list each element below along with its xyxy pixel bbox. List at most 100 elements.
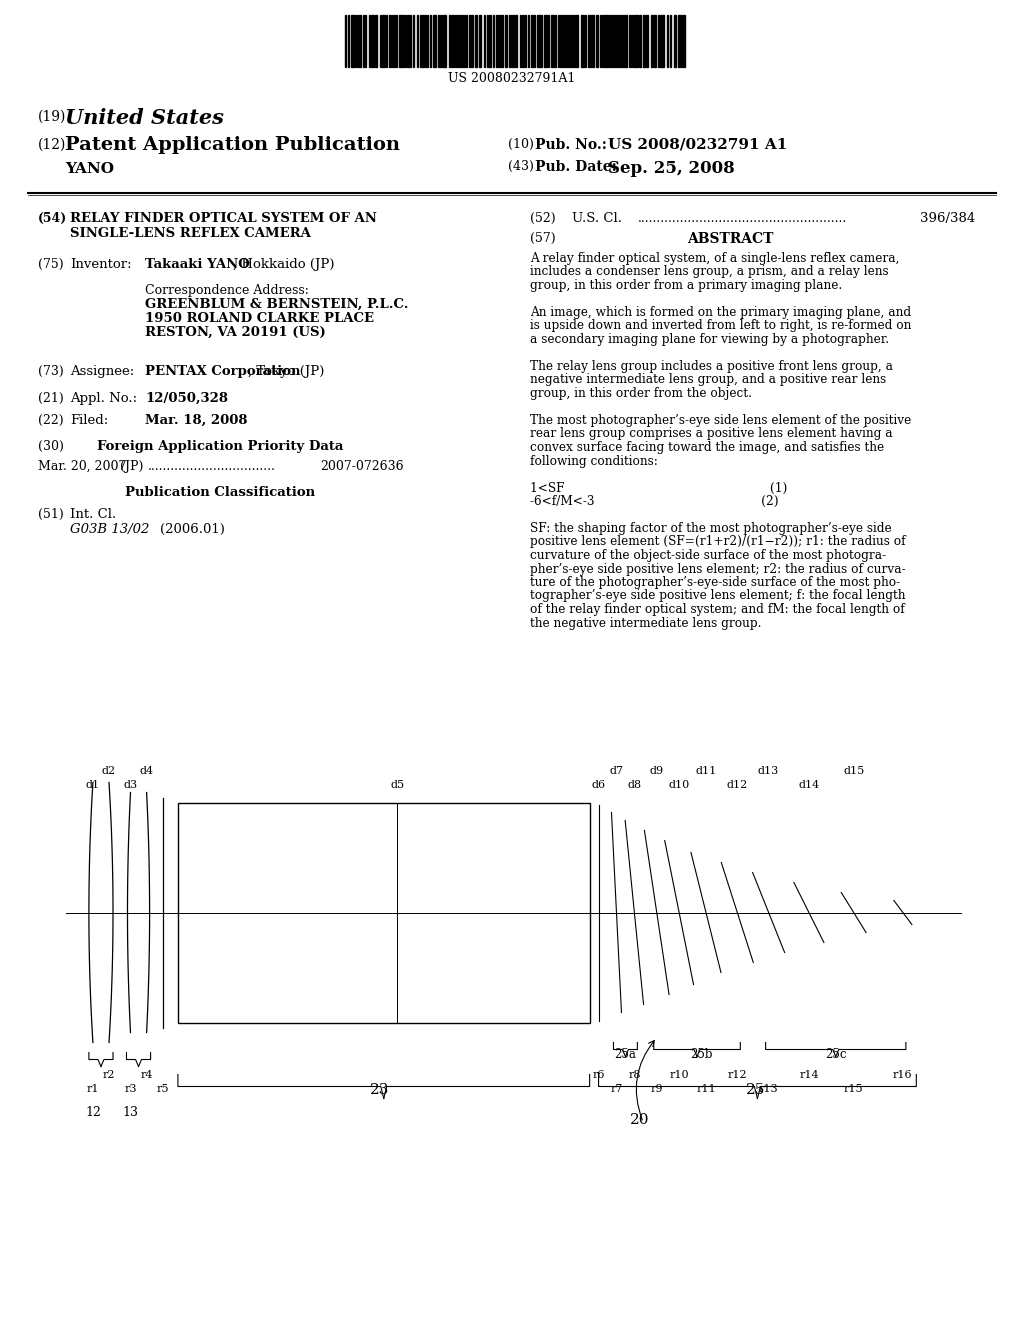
Bar [469,15,471,67]
Text: (51): (51) [38,508,63,521]
Text: r15: r15 [844,1085,863,1094]
Text: (30): (30) [38,440,63,453]
Text: 1<SF                                                     (1): 1<SF (1) [530,482,787,495]
Bar [375,15,377,67]
Text: ......................................................: ........................................… [638,213,847,224]
Bar [359,15,360,67]
Text: convex surface facing toward the image, and satisfies the: convex surface facing toward the image, … [530,441,884,454]
Text: 25: 25 [745,1082,765,1097]
Text: r14: r14 [799,1071,819,1081]
Text: RELAY FINDER OPTICAL SYSTEM OF AN: RELAY FINDER OPTICAL SYSTEM OF AN [70,213,377,224]
Text: the negative intermediate lens group.: the negative intermediate lens group. [530,616,762,630]
Text: 20: 20 [630,1113,649,1126]
Text: pher’s-eye side positive lens element; r2: the radius of curva-: pher’s-eye side positive lens element; r… [530,562,905,576]
Bar [617,15,620,67]
Bar [562,15,564,67]
Bar [654,15,656,67]
Text: PENTAX Corporation: PENTAX Corporation [145,366,300,378]
Text: d7: d7 [609,767,624,776]
Text: 396/384: 396/384 [920,213,975,224]
Bar [442,15,445,67]
Text: RESTON, VA 20191 (US): RESTON, VA 20191 (US) [145,326,326,339]
Text: following conditions:: following conditions: [530,454,657,467]
Bar [674,15,676,67]
Text: d10: d10 [669,780,690,791]
Text: d5: d5 [390,780,404,791]
Bar [577,15,579,67]
Text: SINGLE-LENS REFLEX CAMERA: SINGLE-LENS REFLEX CAMERA [70,227,311,240]
Text: (10): (10) [508,139,534,150]
Text: GREENBLUM & BERNSTEIN, P.L.C.: GREENBLUM & BERNSTEIN, P.L.C. [145,298,409,312]
Text: 25c: 25c [825,1048,847,1060]
Text: A relay finder optical system, of a single-lens reflex camera,: A relay finder optical system, of a sing… [530,252,899,265]
Text: rear lens group comprises a positive lens element having a: rear lens group comprises a positive len… [530,428,893,441]
Bar [407,15,409,67]
Text: d3: d3 [124,780,137,791]
Text: Int. Cl.: Int. Cl. [70,508,117,521]
Text: d6: d6 [592,780,605,791]
Text: Foreign Application Priority Data: Foreign Application Priority Data [97,440,343,453]
Text: curvature of the object-side surface of the most photogra-: curvature of the object-side surface of … [530,549,886,562]
Bar [371,15,374,67]
Text: d15: d15 [843,767,864,776]
Bar [582,15,585,67]
Text: d1: d1 [86,780,100,791]
Bar [678,15,680,67]
Text: (43): (43) [508,160,534,173]
Text: Appl. No.:: Appl. No.: [70,392,137,405]
Text: 2007-072636: 2007-072636 [319,459,403,473]
Text: r10: r10 [670,1071,689,1081]
Text: The relay lens group includes a positive front lens group, a: The relay lens group includes a positive… [530,360,893,374]
Bar [554,15,556,67]
Text: -6<f/M<-3                                           (2): -6<f/M<-3 (2) [530,495,778,508]
Bar [433,15,436,67]
Bar [474,15,476,67]
Bar [596,15,598,67]
Text: Pub. No.:: Pub. No.: [535,139,607,152]
Text: SF: the shaping factor of the most photographer’s-eye side: SF: the shaping factor of the most photo… [530,521,892,535]
Bar [382,15,385,67]
Text: An image, which is formed on the primary imaging plane, and: An image, which is formed on the primary… [530,306,911,319]
Text: r2: r2 [102,1071,116,1081]
Text: ture of the photographer’s-eye-side surface of the most pho-: ture of the photographer’s-eye-side surf… [530,576,900,589]
Text: includes a condenser lens group, a prism, and a relay lens: includes a condenser lens group, a prism… [530,265,889,279]
Text: r3: r3 [124,1085,137,1094]
Bar [457,15,459,67]
Text: d14: d14 [799,780,819,791]
Bar [635,15,638,67]
Text: 12: 12 [85,1106,100,1118]
Bar [545,15,548,67]
Bar [588,15,591,67]
Text: group, in this order from a primary imaging plane.: group, in this order from a primary imag… [530,279,843,292]
Bar [683,15,685,67]
Text: Mar. 18, 2008: Mar. 18, 2008 [145,414,248,426]
Text: (75): (75) [38,257,63,271]
Text: , Tokyo (JP): , Tokyo (JP) [248,366,325,378]
Text: r7: r7 [610,1085,623,1094]
Bar [515,15,517,67]
Text: d8: d8 [628,780,641,791]
Text: tographer’s-eye side positive lens element; f: the focal length: tographer’s-eye side positive lens eleme… [530,590,905,602]
Text: r13: r13 [759,1085,778,1094]
Text: r1: r1 [87,1085,99,1094]
Text: Assignee:: Assignee: [70,366,134,378]
Text: (52): (52) [530,213,556,224]
Text: r6: r6 [592,1071,605,1081]
Text: YANO: YANO [65,162,114,176]
Text: negative intermediate lens group, and a positive rear lens: negative intermediate lens group, and a … [530,374,886,387]
Text: Correspondence Address:: Correspondence Address: [145,284,309,297]
Bar [178,803,590,1023]
Text: Pub. Date:: Pub. Date: [535,160,616,174]
Bar [658,15,660,67]
Text: Filed:: Filed: [70,414,109,426]
Text: (2006.01): (2006.01) [160,523,225,536]
Bar [389,15,391,67]
Bar [625,15,627,67]
Text: r4: r4 [140,1071,153,1081]
Text: of the relay finder optical system; and fM: the focal length of: of the relay finder optical system; and … [530,603,905,616]
Bar [401,15,403,67]
Text: r12: r12 [727,1071,748,1081]
Text: ABSTRACT: ABSTRACT [687,232,773,246]
Text: d11: d11 [695,767,717,776]
Bar [646,15,648,67]
